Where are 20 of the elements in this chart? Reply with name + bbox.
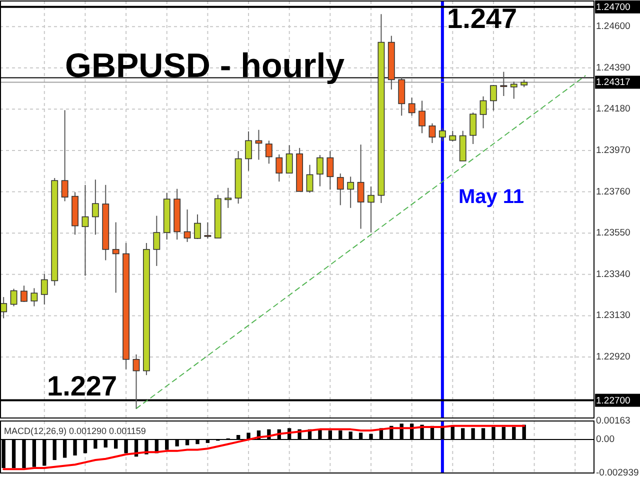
y-tick-label: 1.24390 (596, 62, 630, 74)
y-tick-label: 1.24600 (596, 21, 630, 32)
annotation: 1.227 (47, 370, 118, 402)
y-tick-label: 1.23970 (596, 144, 630, 156)
y-tick-label: 1.23760 (596, 186, 630, 198)
text: MACD(12,26,9) 0.001290 0.001159 (4, 426, 146, 436)
y-tick-label: 0.00 (596, 434, 614, 446)
y-tick-label: 1.23340 (596, 268, 630, 280)
y-tick-label: 0.00163 (596, 416, 630, 426)
y-tick-label: 1.22920 (596, 352, 630, 363)
ref-line-label: 1.24317 (596, 76, 630, 88)
ref-line-label: 1.22700 (596, 394, 630, 406)
y-tick-label: -0.002939 (596, 468, 639, 478)
annotation: 1.247 (447, 2, 518, 34)
text: GBPUSD - hourly (65, 47, 345, 85)
y-tick-label: 1.23130 (596, 310, 630, 322)
y-tick-label: 1.24180 (596, 104, 630, 115)
y-tick-label: 1.23550 (596, 228, 630, 239)
ref-line-label: 1.24700 (596, 1, 630, 12)
annotation: May 11 (458, 186, 524, 208)
